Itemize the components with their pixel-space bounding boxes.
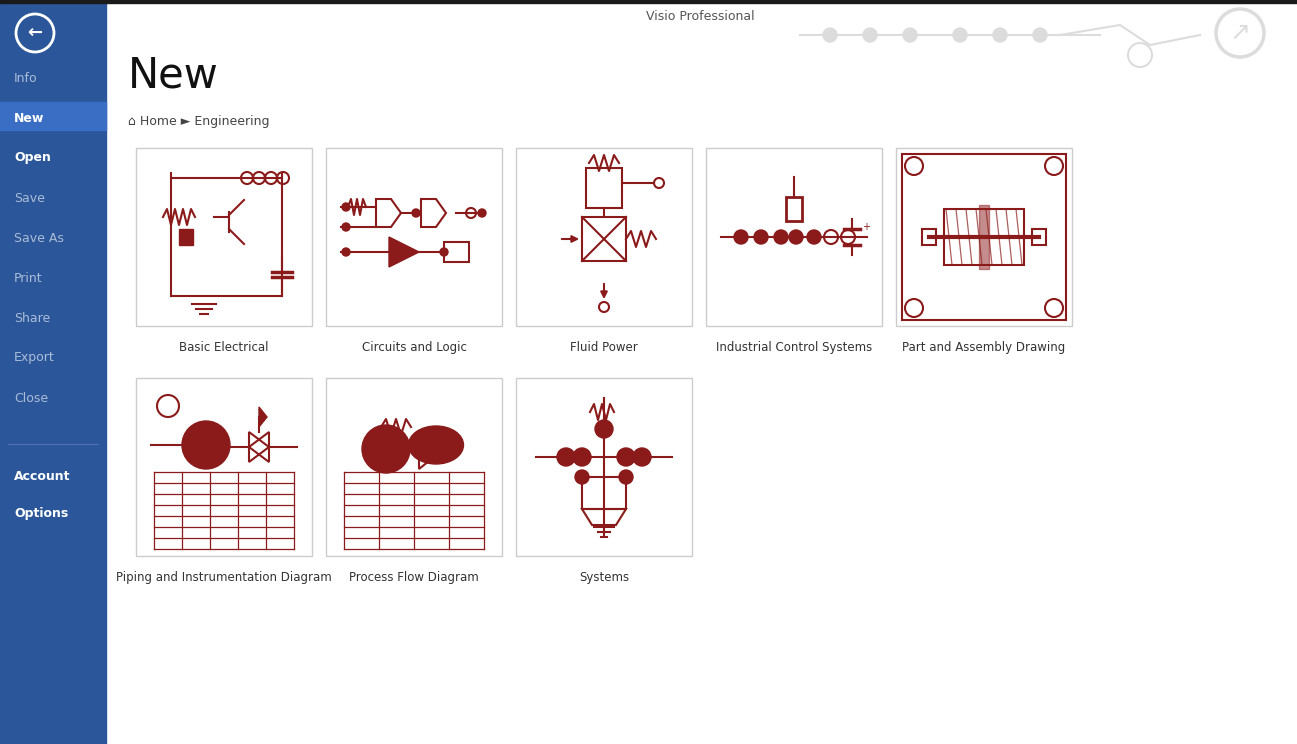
Circle shape (619, 470, 633, 484)
Circle shape (953, 28, 968, 42)
Text: Fluid Power: Fluid Power (571, 341, 638, 354)
Text: ↗: ↗ (1230, 21, 1250, 45)
Circle shape (789, 230, 803, 244)
Bar (516, 148, 693, 326)
Circle shape (440, 248, 447, 256)
Text: New: New (14, 112, 44, 124)
Bar (706, 148, 882, 326)
Circle shape (1032, 28, 1047, 42)
Circle shape (824, 28, 837, 42)
Text: Visio Professional: Visio Professional (646, 10, 755, 22)
Text: Options: Options (14, 507, 69, 521)
Text: Save As: Save As (14, 231, 64, 245)
Circle shape (575, 470, 589, 484)
Text: Print: Print (14, 272, 43, 284)
Circle shape (807, 230, 821, 244)
Circle shape (412, 209, 420, 217)
Bar (0, 102, 106, 130)
Circle shape (182, 421, 230, 469)
Bar (586, 168, 623, 208)
Circle shape (903, 28, 917, 42)
Text: ⌂ Home ► Engineering: ⌂ Home ► Engineering (128, 115, 270, 129)
Bar (786, 197, 802, 221)
Text: Circuits and Logic: Circuits and Logic (362, 341, 467, 354)
Circle shape (994, 28, 1006, 42)
Circle shape (556, 448, 575, 466)
Circle shape (362, 425, 410, 473)
Bar (326, 148, 502, 326)
Text: Process Flow Diagram: Process Flow Diagram (349, 571, 479, 584)
Text: Close: Close (14, 391, 48, 405)
Bar (1032, 229, 1045, 245)
Circle shape (633, 448, 651, 466)
Bar (979, 205, 990, 269)
Circle shape (734, 230, 748, 244)
Text: +: + (863, 222, 870, 232)
Bar (326, 378, 502, 556)
Text: Basic Electrical: Basic Electrical (179, 341, 268, 354)
Polygon shape (389, 237, 419, 267)
Bar (901, 154, 1066, 320)
Bar (582, 477, 626, 509)
Circle shape (342, 223, 350, 231)
Circle shape (617, 448, 636, 466)
Bar (0, 0, 106, 744)
Text: Share: Share (14, 312, 51, 324)
Text: Piping and Instrumentation Diagram: Piping and Instrumentation Diagram (117, 571, 332, 584)
Bar (136, 378, 313, 556)
Ellipse shape (409, 426, 463, 464)
Text: Save: Save (14, 191, 45, 205)
Text: New: New (128, 54, 219, 96)
Text: Account: Account (14, 469, 70, 483)
Text: Systems: Systems (578, 571, 629, 584)
Circle shape (342, 248, 350, 256)
Bar (922, 229, 936, 245)
Bar (582, 217, 626, 261)
Bar (516, 378, 693, 556)
Bar (179, 229, 193, 245)
Bar (944, 209, 1025, 265)
Circle shape (573, 448, 591, 466)
Bar (896, 148, 1073, 326)
Circle shape (342, 203, 350, 211)
Text: Part and Assembly Drawing: Part and Assembly Drawing (903, 341, 1066, 354)
Bar (444, 242, 470, 262)
Circle shape (595, 420, 613, 438)
Circle shape (479, 209, 486, 217)
Text: ←: ← (27, 24, 43, 42)
Text: Open: Open (14, 152, 51, 164)
Text: Export: Export (14, 351, 54, 365)
Circle shape (863, 28, 877, 42)
Bar (0, 0, 1297, 3)
Polygon shape (259, 407, 267, 427)
Circle shape (774, 230, 789, 244)
Circle shape (754, 230, 768, 244)
Text: Industrial Control Systems: Industrial Control Systems (716, 341, 872, 354)
Bar (136, 148, 313, 326)
Text: Info: Info (14, 71, 38, 85)
